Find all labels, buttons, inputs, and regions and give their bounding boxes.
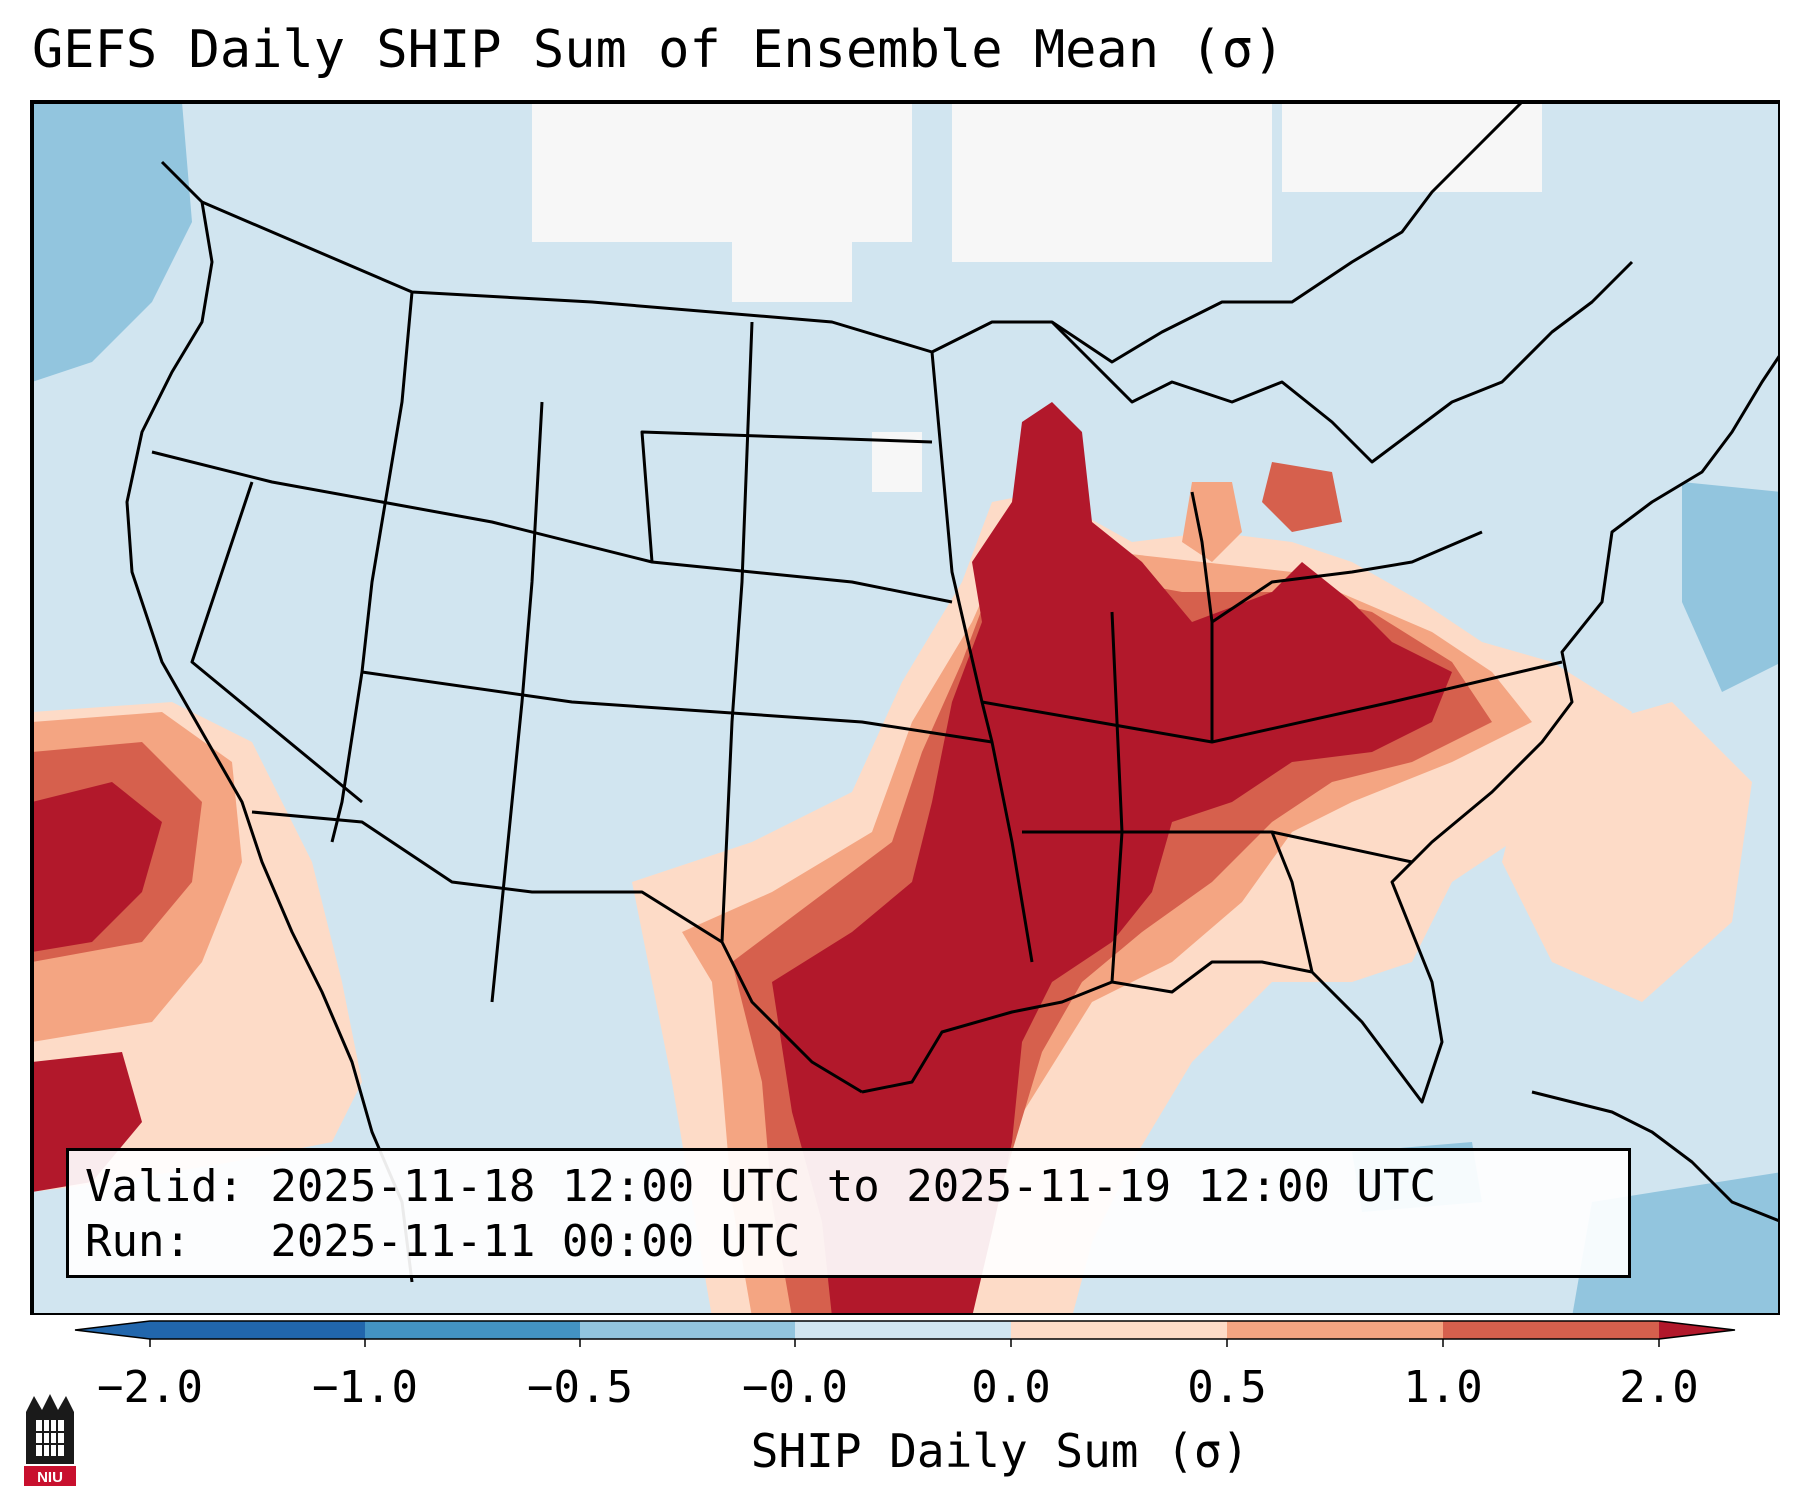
nevada-line (190, 481, 363, 804)
west-coastline (125, 160, 414, 1283)
state-line-4 (490, 401, 544, 1003)
colorbar-extend-low (75, 1321, 150, 1339)
run-line: Run: 2025-11-11 00:00 UTC (85, 1216, 801, 1267)
state-line-9 (1022, 830, 1413, 864)
colorbar-label: SHIP Daily Sum (σ) (750, 1424, 1250, 1478)
colorbar (74, 1320, 1736, 1347)
northern-border (201, 102, 1524, 364)
colorbar-tick-label: −0.5 (527, 1362, 633, 1413)
map-panel (30, 100, 1780, 1315)
michigan-line (1190, 491, 1214, 623)
colorbar-bin-4 (795, 1321, 1011, 1339)
colorbar-tick-marks (149, 1339, 1660, 1347)
colorbar-bin-1 (150, 1321, 365, 1339)
valid-line: Valid: 2025-11-18 12:00 UTC to 2025-11-1… (85, 1161, 1437, 1212)
colorbar-tick-label: −0.0 (742, 1362, 848, 1413)
colorbar-tick-label: 1.0 (1403, 1362, 1483, 1413)
east-gulf-coastline (861, 355, 1778, 1104)
colorbar-tick-label: 0.5 (1187, 1362, 1267, 1413)
pacific-positive-area (32, 702, 362, 1192)
state-line-6 (930, 351, 1034, 963)
colorbar-extend-high (1659, 1321, 1735, 1339)
map-canvas (32, 102, 1778, 1313)
state-line-2 (361, 670, 993, 744)
colorbar-bin-2 (365, 1321, 580, 1339)
state-line-5 (720, 321, 754, 943)
map-title: GEFS Daily SHIP Sum of Ensemble Mean (σ) (32, 20, 1285, 80)
colorbar-tick-label: −2.0 (97, 1362, 203, 1413)
great-lakes-outline (1050, 260, 1634, 464)
colorbar-bin-7 (1443, 1321, 1659, 1339)
colorbar-tick-label: 2.0 (1619, 1362, 1699, 1413)
state-line-1 (151, 450, 953, 604)
cuba-outline (1531, 1090, 1778, 1223)
state-line-11 (1210, 530, 1483, 742)
state-line-10 (1110, 611, 1124, 983)
colorbar-tick-label: 0.0 (971, 1362, 1051, 1413)
mexico-border (251, 810, 863, 1094)
near-zero-patches (532, 102, 1542, 492)
colorbar-bin-3 (580, 1321, 795, 1339)
state-line-3 (330, 291, 414, 843)
colorbar-tick-label: −1.0 (312, 1362, 418, 1413)
central-positive-area (632, 402, 1632, 1313)
boundary-lines (125, 102, 1778, 1283)
colorbar-bin-5 (1011, 1321, 1227, 1339)
state-line-7 (640, 430, 933, 563)
colorbar-bin-6 (1227, 1321, 1443, 1339)
state-line-8 (981, 660, 1563, 744)
map-border (32, 102, 1778, 1313)
logo-text: NIU (37, 1469, 63, 1486)
niu-logo: NIU (24, 1394, 76, 1486)
state-line-12 (1270, 831, 1314, 973)
valid-time-box: Valid: 2025-11-18 12:00 UTC to 2025-11-1… (66, 1148, 1631, 1278)
